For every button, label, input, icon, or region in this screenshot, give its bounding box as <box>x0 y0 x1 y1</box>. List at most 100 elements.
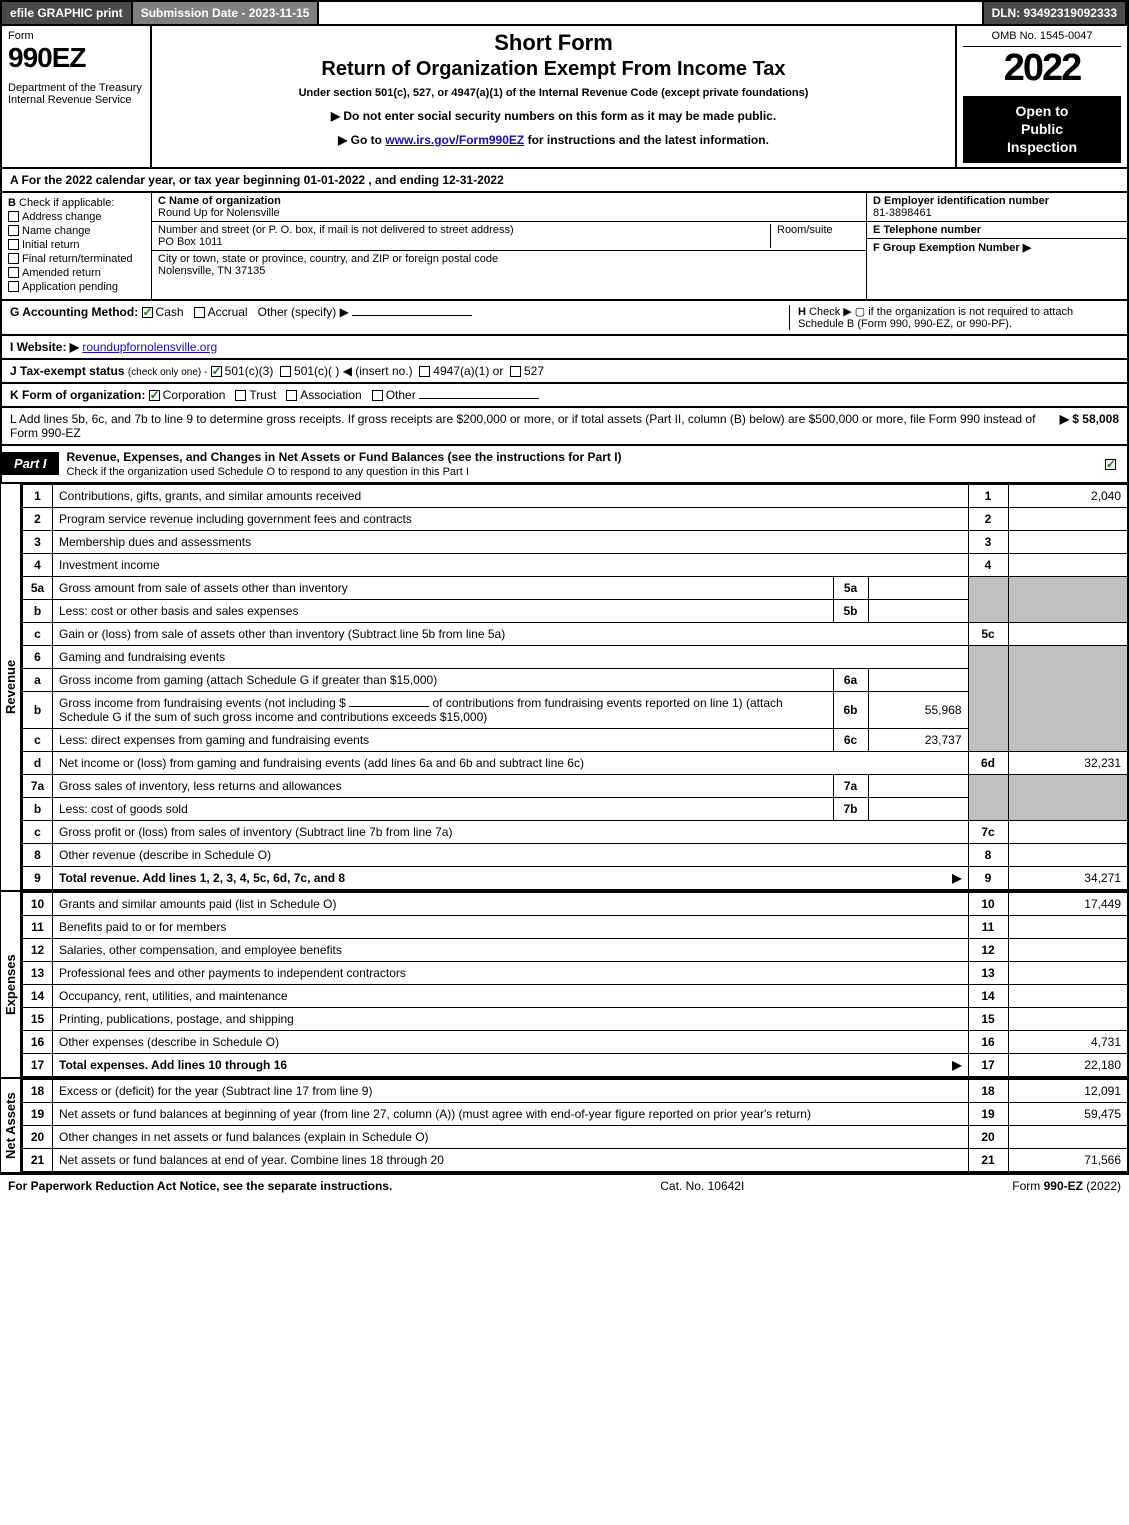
block-bcdef: B Check if applicable: Address change Na… <box>0 193 1129 301</box>
irs-link[interactable]: www.irs.gov/Form990EZ <box>385 133 524 147</box>
col-c: C Name of organization Round Up for Nole… <box>152 193 867 299</box>
other-org-input[interactable] <box>419 398 539 399</box>
row-gh: G Accounting Method: Cash Accrual Other … <box>0 301 1129 336</box>
form-number: 990EZ <box>8 42 144 74</box>
arrow-icon: ▶ <box>952 871 961 885</box>
part-i-schedule-o-chk[interactable] <box>1097 453 1127 475</box>
ein: 81-3898461 <box>873 207 932 219</box>
chk-corp[interactable] <box>149 390 160 401</box>
h-text: Check ▶ ▢ if the organization is not req… <box>798 306 1073 330</box>
part-i-header: Part I Revenue, Expenses, and Changes in… <box>0 446 1129 484</box>
col-b-check-if: Check if applicable: <box>19 197 114 209</box>
checkbox-icon <box>8 239 19 250</box>
footer: For Paperwork Reduction Act Notice, see … <box>0 1174 1129 1197</box>
inspect-3: Inspection <box>967 138 1117 156</box>
instr-goto: ▶ Go to www.irs.gov/Form990EZ for instru… <box>158 133 949 147</box>
chk-527[interactable] <box>510 366 521 377</box>
instr-goto-pre: ▶ Go to <box>338 133 385 147</box>
c-label: C Name of organization <box>158 195 281 207</box>
col-def: D Employer identification number 81-3898… <box>867 193 1127 299</box>
col-b: B Check if applicable: Address change Na… <box>2 193 152 299</box>
chk-application-pending[interactable]: Application pending <box>8 281 145 293</box>
title-short-form: Short Form <box>158 30 949 56</box>
chk-other-org[interactable] <box>372 390 383 401</box>
chk-accrual[interactable] <box>194 307 205 318</box>
k-label: K Form of organization: <box>10 388 145 402</box>
chk-501c3[interactable] <box>211 366 222 377</box>
line-18: 18 Excess or (deficit) for the year (Sub… <box>23 1079 1129 1102</box>
dept-line-1: Department of the Treasury <box>8 82 144 94</box>
row-j: J Tax-exempt status (check only one) - 5… <box>0 360 1129 384</box>
line-9: 9 Total revenue. Add lines 1, 2, 3, 4, 5… <box>23 866 1129 889</box>
e-label: E Telephone number <box>873 224 981 236</box>
cell-group-exemption: F Group Exemption Number ▶ <box>867 239 1127 256</box>
city-label: City or town, state or province, country… <box>158 253 498 265</box>
part-i-tab: Part I <box>2 452 59 475</box>
line-5b: b Less: cost or other basis and sales ex… <box>23 599 1129 622</box>
line-6a: a Gross income from gaming (attach Sched… <box>23 668 1129 691</box>
submission-date: Submission Date - 2023-11-15 <box>133 2 318 24</box>
cell-city: City or town, state or province, country… <box>152 251 866 279</box>
chk-name-change[interactable]: Name change <box>8 225 145 237</box>
subtitle: Under section 501(c), 527, or 4947(a)(1)… <box>158 87 949 99</box>
chk-initial-return[interactable]: Initial return <box>8 239 145 251</box>
line-3: 3 Membership dues and assessments 3 <box>23 530 1129 553</box>
line-19: 19 Net assets or fund balances at beginn… <box>23 1102 1129 1125</box>
revenue-table: 1 Contributions, gifts, grants, and simi… <box>22 484 1129 890</box>
other-method-input[interactable] <box>352 315 472 316</box>
arrow-icon: ▶ <box>952 1058 961 1072</box>
row-k: K Form of organization: Corporation Trus… <box>0 384 1129 408</box>
d-label: D Employer identification number <box>873 195 1049 207</box>
dept-line-2: Internal Revenue Service <box>8 94 144 106</box>
inspect-1: Open to <box>967 102 1117 120</box>
line-6b: b Gross income from fundraising events (… <box>23 691 1129 728</box>
header-bar: efile GRAPHIC print Submission Date - 20… <box>0 0 1129 26</box>
chk-amended-return[interactable]: Amended return <box>8 267 145 279</box>
open-to-public: Open to Public Inspection <box>963 96 1121 163</box>
line-20: 20 Other changes in net assets or fund b… <box>23 1125 1129 1148</box>
footer-left: For Paperwork Reduction Act Notice, see … <box>8 1179 392 1193</box>
g-label: G Accounting Method: <box>10 305 138 319</box>
j-note: (check only one) - <box>128 367 207 378</box>
row-l: L Add lines 5b, 6c, and 7b to line 9 to … <box>0 408 1129 446</box>
expenses-table: 10 Grants and similar amounts paid (list… <box>22 892 1129 1077</box>
section-revenue: Revenue 1 Contributions, gifts, grants, … <box>0 484 1129 892</box>
footer-center: Cat. No. 10642I <box>660 1179 744 1193</box>
line-17: 17 Total expenses. Add lines 10 through … <box>23 1053 1129 1076</box>
form-head-center: Short Form Return of Organization Exempt… <box>152 26 957 167</box>
part-i-title: Revenue, Expenses, and Changes in Net As… <box>59 446 1097 482</box>
chk-4947[interactable] <box>419 366 430 377</box>
line-7a: 7a Gross sales of inventory, less return… <box>23 774 1129 797</box>
title-return: Return of Organization Exempt From Incom… <box>158 58 949 81</box>
checkbox-icon <box>8 225 19 236</box>
section-expenses: Expenses 10 Grants and similar amounts p… <box>0 892 1129 1079</box>
chk-501c[interactable] <box>280 366 291 377</box>
l-text: L Add lines 5b, 6c, and 7b to line 9 to … <box>10 412 1048 440</box>
chk-trust[interactable] <box>235 390 246 401</box>
line-5c: c Gain or (loss) from sale of assets oth… <box>23 622 1129 645</box>
omb-number: OMB No. 1545-0047 <box>963 30 1121 47</box>
chk-cash[interactable] <box>142 307 153 318</box>
expenses-vlabel: Expenses <box>0 892 22 1077</box>
room-label: Room/suite <box>777 224 833 236</box>
chk-final-return[interactable]: Final return/terminated <box>8 253 145 265</box>
line-4: 4 Investment income 4 <box>23 553 1129 576</box>
l-amount: ▶ $ 58,008 <box>1048 412 1119 440</box>
website-link[interactable]: roundupfornolensville.org <box>82 340 217 354</box>
line-8: 8 Other revenue (describe in Schedule O)… <box>23 843 1129 866</box>
row-a-tax-year: A For the 2022 calendar year, or tax yea… <box>0 169 1129 193</box>
contrib-amount-input[interactable] <box>349 706 429 707</box>
line-21: 21 Net assets or fund balances at end of… <box>23 1148 1129 1171</box>
col-h: H Check ▶ ▢ if the organization is not r… <box>789 305 1119 330</box>
line-1: 1 Contributions, gifts, grants, and simi… <box>23 484 1129 507</box>
section-net-assets: Net Assets 18 Excess or (deficit) for th… <box>0 1079 1129 1174</box>
chk-assoc[interactable] <box>286 390 297 401</box>
org-name: Round Up for Nolensville <box>158 207 280 219</box>
chk-address-change[interactable]: Address change <box>8 211 145 223</box>
cell-phone: E Telephone number <box>867 222 1127 239</box>
street: PO Box 1011 <box>158 236 223 248</box>
line-10: 10 Grants and similar amounts paid (list… <box>23 892 1129 915</box>
cell-ein: D Employer identification number 81-3898… <box>867 193 1127 222</box>
i-label: I Website: ▶ <box>10 340 79 354</box>
efile-label: efile GRAPHIC print <box>2 2 131 24</box>
